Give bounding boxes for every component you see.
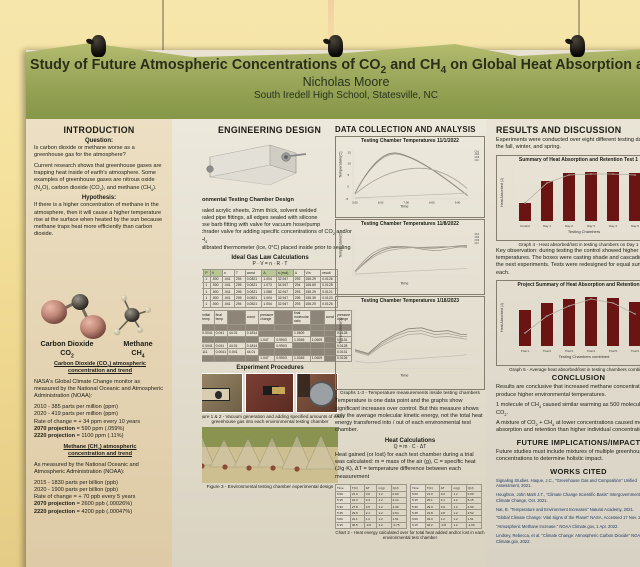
svg-text:-5: -5: [345, 197, 348, 201]
svg-text:Day 4: Day 4: [609, 224, 617, 228]
svg-text:10: 10: [347, 162, 351, 166]
svg-text:Time: Time: [400, 373, 408, 377]
svg-text:Testing Chambers combined: Testing Chambers combined: [559, 354, 610, 359]
svg-text:6:00: 6:00: [378, 201, 384, 205]
svg-text:7:00: 7:00: [403, 201, 409, 205]
svg-text:Time: Time: [400, 282, 408, 286]
svg-text:Trial 5: Trial 5: [609, 349, 618, 353]
svg-text:Time: Time: [400, 204, 408, 208]
svg-text:8:00: 8:00: [429, 201, 435, 205]
svg-text:Temperature(C): Temperature(C): [339, 317, 343, 344]
svg-text:Testing Chambers: Testing Chambers: [568, 229, 600, 234]
svg-text:Heat Absorbed (J): Heat Absorbed (J): [500, 303, 504, 332]
svg-text:Heat Absorbed (J): Heat Absorbed (J): [500, 178, 504, 207]
svg-text:5: 5: [347, 173, 349, 177]
svg-text:Ctrl: Ctrl: [475, 159, 479, 162]
svg-text:Trial 2: Trial 2: [543, 349, 552, 353]
svg-text:5:00: 5:00: [352, 201, 358, 205]
svg-text:Trial 4: Trial 4: [587, 349, 596, 353]
svg-text:Day 5: Day 5: [631, 224, 639, 228]
svg-text:0: 0: [347, 184, 349, 188]
svg-text:Trial 1: Trial 1: [521, 349, 530, 353]
svg-text:Day 3: Day 3: [587, 224, 595, 228]
svg-text:Day 2: Day 2: [565, 224, 573, 228]
svg-text:15: 15: [347, 150, 351, 154]
svg-text:Trial 3: Trial 3: [565, 349, 574, 353]
svg-text:9:00: 9:00: [455, 201, 461, 205]
svg-text:Control: Control: [520, 224, 530, 228]
svg-text:Ctrl: Ctrl: [475, 242, 479, 245]
svg-text:Temperature(C): Temperature(C): [339, 151, 343, 178]
svg-text:Trial 6: Trial 6: [631, 349, 640, 353]
svg-text:Temperature(C): Temperature(C): [339, 231, 343, 258]
svg-text:Day 1: Day 1: [543, 224, 551, 228]
